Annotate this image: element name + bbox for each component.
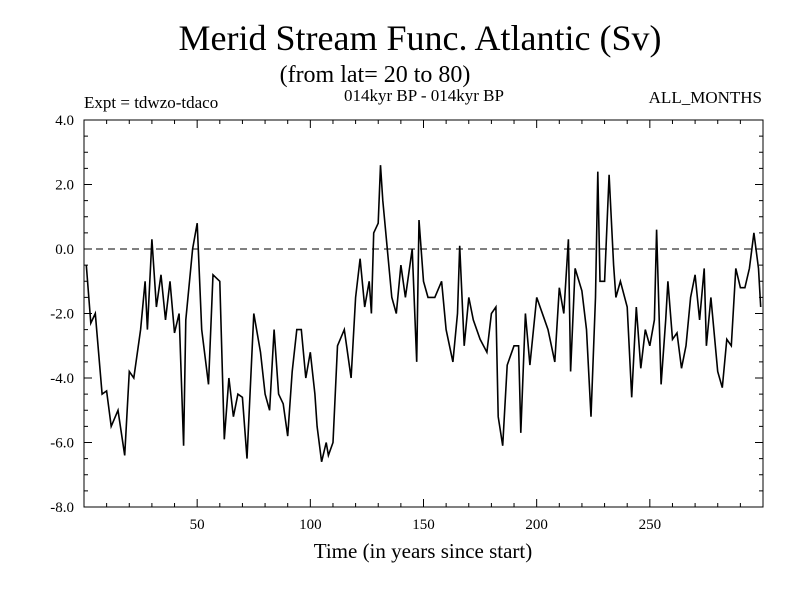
y-tick-label: -4.0 [50,371,74,387]
x-tick-label: 150 [412,517,435,533]
x-tick-label: 100 [299,517,322,533]
y-tick-label: -6.0 [50,436,74,452]
series-layer [85,165,762,462]
x-axis-label: Time (in years since start) [314,539,533,563]
experiment-label: Expt = tdwzo-tdaco [84,93,218,112]
x-tick-label: 250 [639,517,662,533]
y-tick-label: 2.0 [55,178,74,194]
series-line-0 [85,165,762,462]
y-tick-label: -8.0 [50,500,74,516]
chart-subtitle: (from lat= 20 to 80) [280,62,471,88]
y-axis: -8.0 -6.0 -4.0 -2.0 0.0 2.0 4.0 [50,113,763,516]
chart-title: Merid Stream Func. Atlantic (Sv) [179,18,662,58]
x-axis: 50 100 150 200 250 [106,120,741,533]
y-tick-label: 4.0 [55,113,74,129]
x-tick-label: 50 [190,517,205,533]
months-label: ALL_MONTHS [649,88,762,107]
x-tick-label: 200 [525,517,548,533]
y-tick-label: 0.0 [55,242,74,258]
period-label: 014kyr BP - 014kyr BP [344,86,504,105]
y-tick-label: -2.0 [50,307,74,323]
